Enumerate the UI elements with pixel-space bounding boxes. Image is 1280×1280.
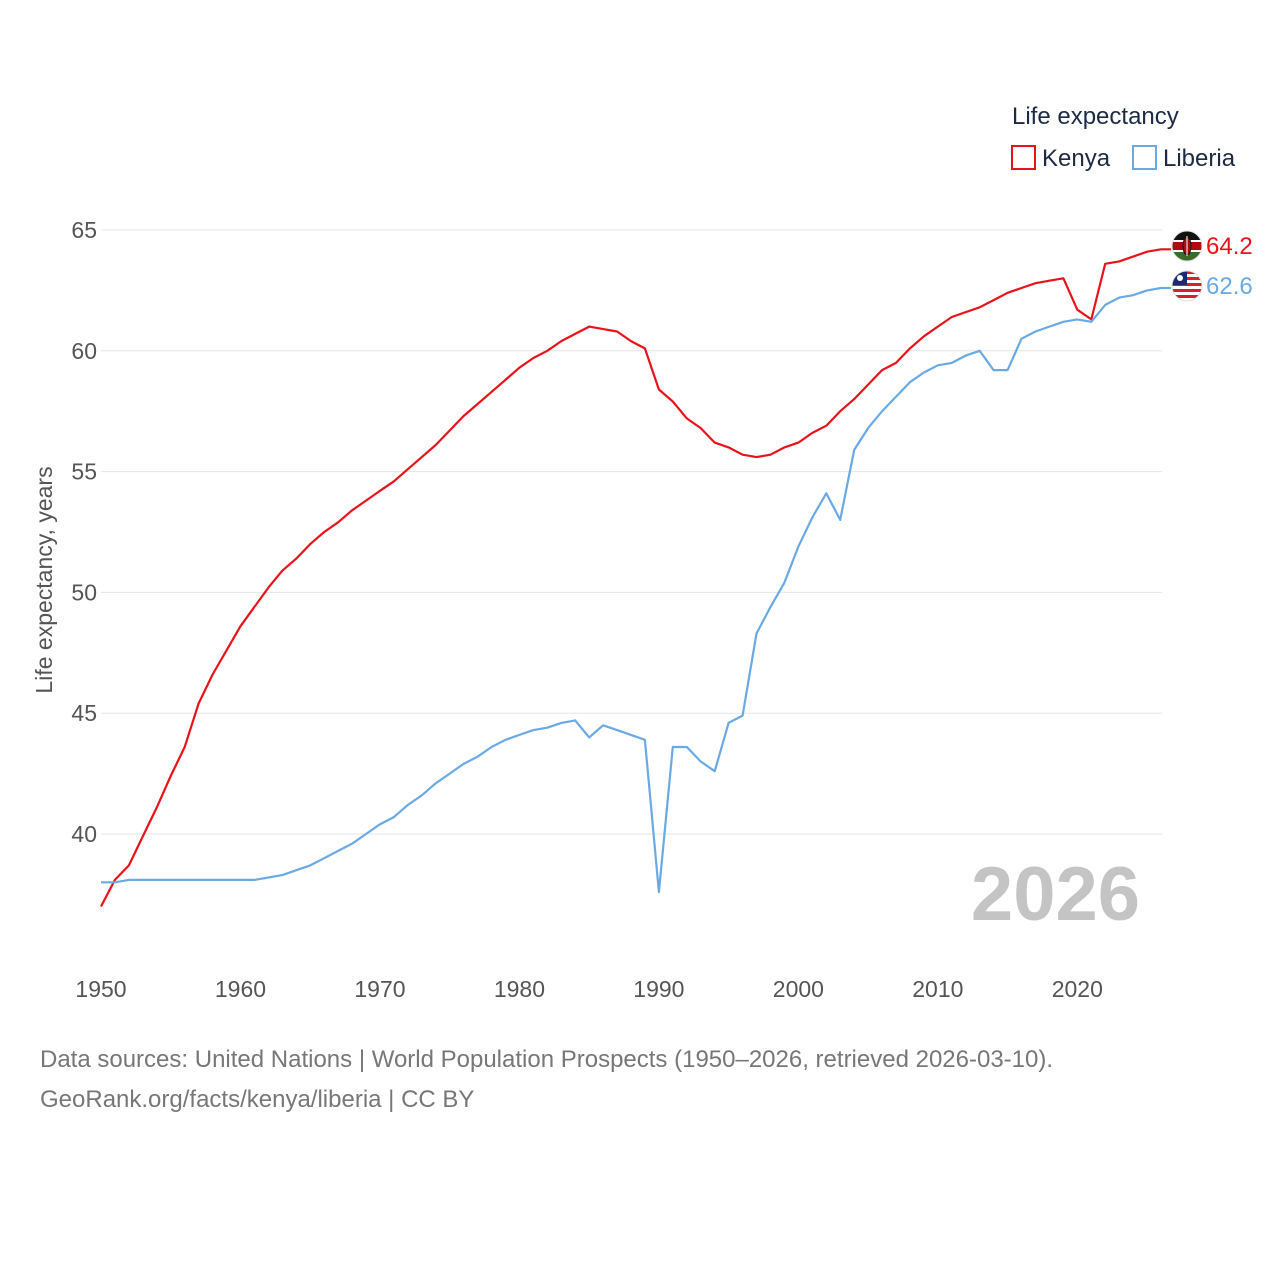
credit-line[interactable]: GeoRank.org/facts/kenya/liberia | CC BY [40, 1086, 475, 1113]
legend-label-kenya: Kenya [1042, 145, 1111, 172]
series-line-kenya[interactable] [100, 248, 1171, 908]
end-label-kenya: 64.2 [1206, 233, 1253, 260]
y-axis-label: Life expectancy, years [31, 466, 57, 693]
x-tick-label: 2020 [1052, 976, 1103, 1002]
y-tick-label: 55 [71, 459, 97, 485]
y-tick-label: 60 [71, 338, 97, 364]
legend-item-liberia[interactable]: Liberia [1132, 145, 1236, 172]
legend-label-liberia: Liberia [1163, 145, 1236, 172]
y-tick-label: 50 [71, 579, 97, 605]
legend-swatch-liberia [1132, 145, 1157, 170]
x-tick-label: 2000 [773, 976, 824, 1002]
series-lines [100, 248, 1171, 908]
liberia-flag-border [1171, 270, 1203, 302]
kenya-flag-icon [1172, 231, 1202, 261]
end-label-liberia: 62.6 [1206, 273, 1253, 300]
legend-swatch-kenya [1011, 145, 1036, 170]
series-line-liberia[interactable] [101, 286, 1171, 894]
kenya-flag-border [1171, 230, 1203, 262]
source-line: Data sources: United Nations | World Pop… [40, 1046, 1054, 1073]
y-tick-label: 65 [71, 217, 97, 243]
x-tick-label: 1950 [75, 976, 126, 1002]
x-axis-ticks: 1950 1960 1970 1980 1990 2000 2010 2020 [75, 976, 1102, 1002]
y-axis-ticks: 40 45 50 55 60 65 [71, 217, 97, 847]
source-note: Data sources: United Nations | World Pop… [40, 1040, 1240, 1120]
gridlines [101, 229, 1162, 835]
y-tick-label: 40 [71, 821, 97, 847]
x-tick-label: 1980 [494, 976, 545, 1002]
y-tick-label: 45 [71, 700, 97, 726]
x-tick-label: 1990 [633, 976, 684, 1002]
legend: Life expectancy Kenya Liberia [1011, 103, 1236, 172]
liberia-flag-icon [1172, 271, 1202, 301]
x-tick-label: 2010 [912, 976, 963, 1002]
legend-title: Life expectancy [1012, 103, 1179, 130]
x-tick-label: 1970 [354, 976, 405, 1002]
x-tick-label: 1960 [215, 976, 266, 1002]
year-watermark: 2026 [971, 852, 1140, 937]
legend-item-kenya[interactable]: Kenya [1011, 145, 1111, 172]
